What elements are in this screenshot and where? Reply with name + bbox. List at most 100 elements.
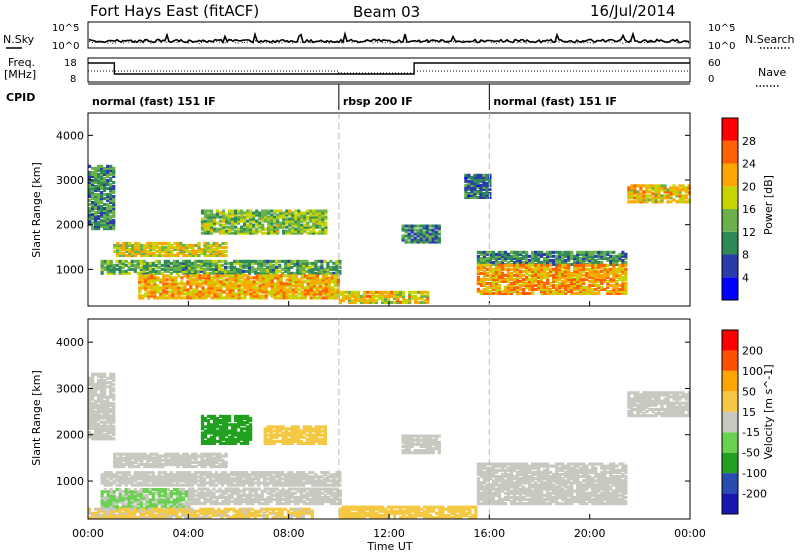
heatmap-cell [103,215,107,219]
heatmap-cell [269,269,273,273]
heatmap-cell [267,227,271,231]
heatmap-cell [130,498,134,502]
heatmap-cell [272,263,276,267]
heatmap-cell [205,471,210,475]
heatmap-cell [113,452,117,456]
heatmap-cell [609,277,613,281]
heatmap-cell [230,489,234,493]
heatmap-cell [163,502,167,506]
heatmap-cell [218,502,222,506]
heatmap-cell [546,252,550,256]
heatmap-cell [106,269,110,273]
heatmap-cell [103,389,107,393]
heatmap-cell [512,273,517,277]
heatmap-cell [270,290,274,294]
heatmap-cell [236,259,240,263]
heatmap-cell [119,456,123,460]
power-heatmap-cells [88,164,691,304]
heatmap-cell [531,260,535,264]
heatmap-cell [362,298,367,302]
heatmap-cell [208,265,213,269]
heatmap-cell [312,225,316,229]
heatmap-cell [196,471,201,475]
heatmap-cell [347,296,352,300]
heatmap-cell [282,288,286,292]
heatmap-cell [150,284,154,288]
heatmap-cell [97,410,101,414]
heatmap-cell [404,224,408,228]
heatmap-cell [537,250,541,254]
heatmap-cell [103,475,107,479]
heatmap-cell [482,281,486,285]
heatmap-cell [669,188,673,192]
heatmap-cell [97,408,101,412]
heatmap-cell [228,215,232,219]
heatmap-cell [333,290,337,294]
heatmap-cell [603,250,607,254]
heatmap-cell [103,399,107,403]
heatmap-cell [318,217,322,221]
heatmap-cell [194,251,198,255]
heatmap-cell [410,224,414,228]
heatmap-cell [615,260,619,264]
heatmap-cell [333,278,337,282]
heatmap-cell [473,195,477,199]
heatmap-cell [365,290,370,294]
heatmap-cell [384,296,388,300]
heatmap-cell [576,269,580,273]
heatmap-cell [324,221,328,225]
heatmap-cell [205,267,210,271]
heatmap-cell [293,271,297,275]
heatmap-cell [112,500,116,504]
heatmap-cell [152,251,156,255]
heatmap-cell [228,219,232,223]
heatmap-cell [311,267,315,271]
heatmap-cell [115,483,119,487]
heatmap-cell [321,276,325,280]
heatmap-cell [119,465,123,469]
heatmap-cell [257,265,261,269]
heatmap-cell [109,184,113,188]
heatmap-cell [260,261,264,265]
heatmap-cell [213,282,217,286]
heatmap-cell [479,283,483,287]
heatmap-cell [94,176,98,180]
heatmap-cell [315,211,319,215]
heatmap-cell [594,287,598,291]
heatmap-cell [103,507,107,511]
heatmap-cell [175,502,179,506]
heatmap-cell [294,213,298,217]
heatmap-cell [627,200,631,204]
heatmap-cell [154,265,158,269]
heatmap-cell [154,479,158,483]
heatmap-cell [269,271,273,275]
heatmap-cell [243,223,247,227]
heatmap-cell [576,254,580,258]
heatmap-cell [272,483,276,487]
heatmap-cell [338,479,342,483]
heatmap-cell [305,491,309,495]
heatmap-cell [106,490,110,494]
heatmap-cell [482,256,486,260]
heatmap-cell [546,281,550,285]
heatmap-cell [488,265,492,269]
heatmap-cell [359,298,364,302]
heatmap-cell [251,473,255,477]
heatmap-cell [314,479,318,483]
heatmap-cell [161,458,165,462]
heatmap-cell [212,452,216,456]
heatmap-cell [419,228,423,232]
heatmap-cell [249,286,253,290]
heatmap-cell [197,247,201,251]
heatmap-cell [302,263,306,267]
heatmap-cell [488,283,492,287]
heatmap-cell [327,280,331,284]
heatmap-cell [597,279,601,283]
heatmap-cell [214,271,219,275]
heatmap-cell [216,274,220,278]
heatmap-cell [491,269,495,273]
heatmap-cell [234,278,238,282]
heatmap-cell [546,279,550,283]
heatmap-cell [119,463,123,467]
heatmap-cell [179,245,183,249]
